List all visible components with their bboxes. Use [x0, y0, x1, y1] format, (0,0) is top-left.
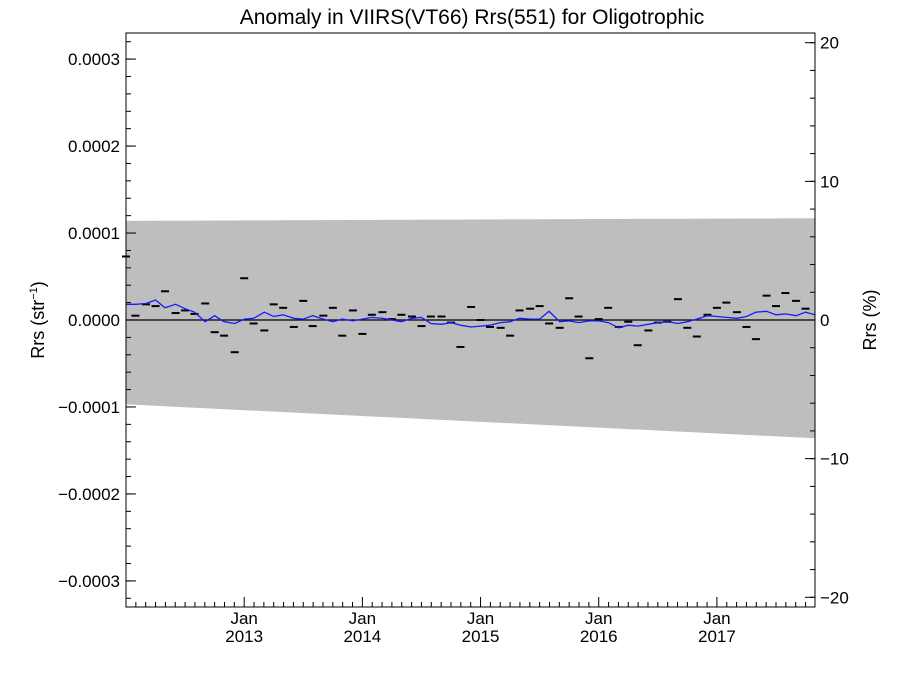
right-y-tick-label: 20	[820, 34, 839, 53]
left-y-tick-label: 0.0002	[68, 137, 120, 156]
x-tick-month-label: Jan	[349, 609, 376, 628]
x-tick-month-label: Jan	[230, 609, 257, 628]
x-tick-month-label: Jan	[585, 609, 612, 628]
uncertainty-band-layer	[126, 218, 815, 439]
right-y-axis: 20 10 0 −10 −20	[805, 34, 849, 607]
left-y-axis-label-main: Rrs (str	[28, 300, 48, 359]
x-tick-year-label: 2013	[225, 627, 263, 646]
left-y-tick-label: −0.0002	[58, 485, 120, 504]
left-y-tick-label: 0.0001	[68, 224, 120, 243]
x-tick-year-label: 2017	[698, 627, 736, 646]
right-y-axis-label: Rrs (%)	[860, 290, 880, 351]
right-y-tick-label: 0	[820, 311, 829, 330]
left-y-axis-label-close: )	[28, 281, 48, 287]
chart-title: Anomaly in VIIRS(VT66) Rrs(551) for Olig…	[240, 6, 705, 29]
right-y-tick-label: −20	[820, 588, 849, 607]
x-tick-year-label: 2015	[462, 627, 500, 646]
right-y-tick-label: 10	[820, 172, 839, 191]
left-y-axis-label: Rrs (str−1)	[28, 281, 48, 359]
left-y-tick-label: −0.0001	[58, 398, 120, 417]
left-y-tick-label: −0.0003	[58, 572, 120, 591]
x-tick-month-label: Jan	[703, 609, 730, 628]
right-y-tick-label: −10	[820, 450, 849, 469]
series-layer	[122, 255, 816, 360]
x-tick-month-label: Jan	[467, 609, 494, 628]
left-y-tick-label: 0.0003	[68, 50, 120, 69]
uncertainty-band	[126, 218, 815, 439]
left-y-axis-label-superscript: −1	[28, 287, 40, 300]
x-tick-year-label: 2016	[580, 627, 618, 646]
left-y-axis: 0.0003 0.0002 0.0001 0.0000 −0.0001 −0.0002 −0…	[58, 41, 136, 599]
left-y-tick-label: 0.0000	[68, 311, 120, 330]
x-tick-year-label: 2014	[343, 627, 381, 646]
smoothed-anomaly-line	[126, 299, 816, 329]
